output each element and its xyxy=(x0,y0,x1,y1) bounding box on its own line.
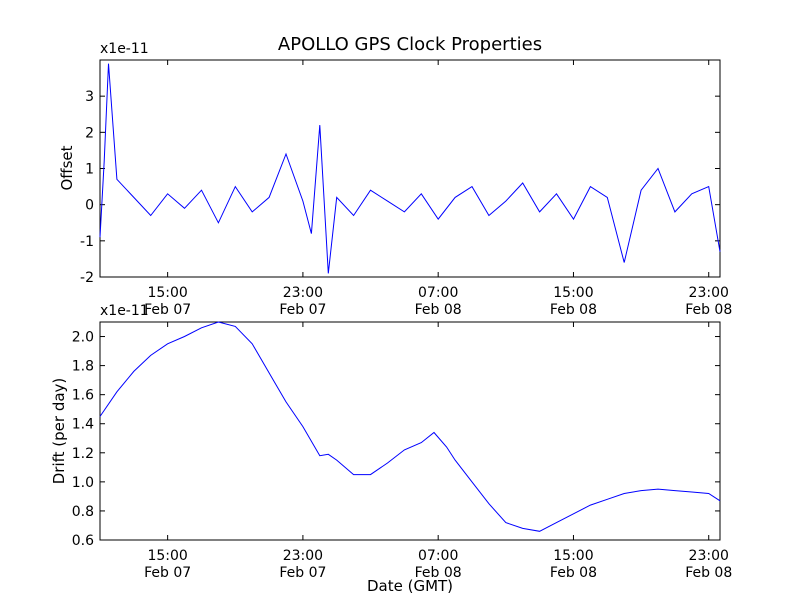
xtick-date-label: Feb 08 xyxy=(685,565,732,581)
xtick-time-label: 15:00 xyxy=(553,285,593,301)
ytick-label: 1.8 xyxy=(72,359,94,375)
xtick-date-label: Feb 08 xyxy=(415,302,462,318)
drift-multiplier: x1e-11 xyxy=(100,303,149,319)
xtick-time-label: 15:00 xyxy=(553,548,593,564)
xtick-time-label: 23:00 xyxy=(689,548,729,564)
ytick-label: -2 xyxy=(80,270,94,286)
ytick-label: -1 xyxy=(80,234,94,250)
ytick-label: 1.6 xyxy=(72,388,94,404)
xtick-time-label: 23:00 xyxy=(689,285,729,301)
ytick-label: 0 xyxy=(85,198,94,214)
ytick-label: 0.6 xyxy=(72,533,94,549)
drift-series-line xyxy=(99,321,721,532)
xtick-date-label: Feb 07 xyxy=(144,302,191,318)
xtick-date-label: Feb 08 xyxy=(550,565,597,581)
xtick-time-label: 07:00 xyxy=(418,285,458,301)
xtick-time-label: 23:00 xyxy=(283,285,323,301)
offset-plot-frame xyxy=(99,59,721,278)
offset-ylabel: Offset xyxy=(58,145,76,190)
drift-plot-frame xyxy=(99,321,721,541)
chart-title: APOLLO GPS Clock Properties xyxy=(278,34,542,55)
ytick-label: 2 xyxy=(85,125,94,141)
offset-multiplier: x1e-11 xyxy=(100,41,149,57)
ytick-label: 3 xyxy=(85,89,94,105)
ytick-label: 1.2 xyxy=(72,446,94,462)
drift-panel: x1e-11 Drift (per day) Date (GMT) 0.6 0.8… xyxy=(50,303,732,595)
xtick-date-label: Feb 07 xyxy=(279,302,326,318)
xtick-date-label: Feb 07 xyxy=(279,565,326,581)
ytick-label: 0.8 xyxy=(72,504,94,520)
xtick-date-label: Feb 08 xyxy=(415,565,462,581)
drift-ylabel: Drift (per day) xyxy=(50,378,68,485)
xtick-date-label: Feb 08 xyxy=(685,302,732,318)
xtick-time-label: 07:00 xyxy=(418,548,458,564)
xtick-time-label: 15:00 xyxy=(147,285,187,301)
ytick-label: 1.0 xyxy=(72,475,94,491)
xtick-time-label: 23:00 xyxy=(283,548,323,564)
drift-xlabel: Date (GMT) xyxy=(367,577,453,595)
xtick-date-label: Feb 07 xyxy=(144,565,191,581)
xtick-date-label: Feb 08 xyxy=(550,302,597,318)
ytick-label: 2.0 xyxy=(72,330,94,346)
ytick-label: 1 xyxy=(85,162,94,178)
offset-series-line xyxy=(99,63,721,274)
ytick-label: 1.4 xyxy=(72,417,94,433)
xtick-time-label: 15:00 xyxy=(147,548,187,564)
